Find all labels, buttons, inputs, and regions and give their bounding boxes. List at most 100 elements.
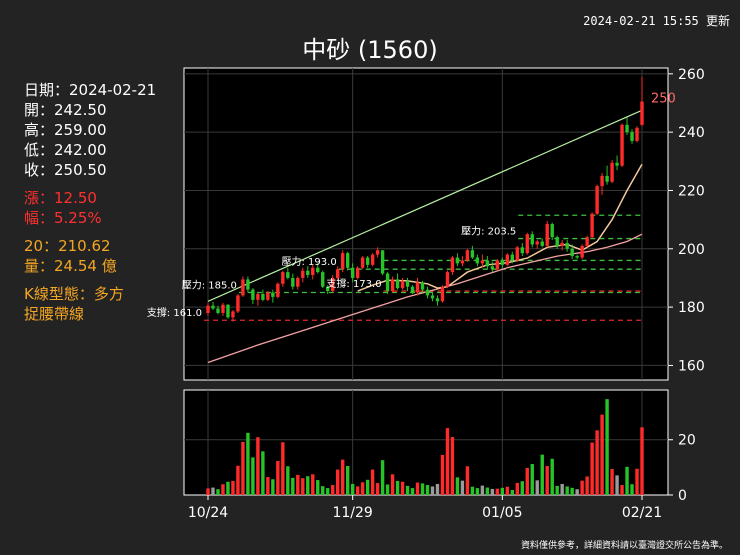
volume-bar: [550, 458, 554, 495]
volume-bar: [495, 488, 500, 495]
volume-bar: [555, 485, 559, 495]
candle-body: [630, 132, 634, 141]
volume-bar: [490, 488, 495, 495]
candle-body: [635, 127, 639, 141]
candle-body: [211, 305, 215, 309]
candle-body: [445, 272, 450, 287]
candle-body: [505, 254, 510, 265]
candle-body: [560, 242, 564, 246]
candle-body: [485, 260, 490, 267]
candle-body: [350, 267, 355, 278]
volume-bar: [475, 488, 480, 495]
candle-body: [595, 186, 599, 214]
candle-body: [465, 250, 470, 261]
info-high: 高：259.00: [24, 121, 107, 139]
volume-bar: [365, 479, 370, 495]
support-label: 支撐: 173.0: [326, 277, 381, 290]
candle-body: [306, 270, 310, 276]
price-tick-label: 160: [678, 358, 705, 374]
candle-body: [370, 254, 375, 265]
candle-body: [580, 245, 584, 258]
candle-body: [430, 295, 435, 299]
date-tick-label: 10/24: [188, 505, 228, 521]
candle-body: [475, 257, 480, 264]
candle-body: [520, 247, 524, 254]
info-ma20: 20：210.62: [24, 237, 111, 255]
volume-bar: [570, 487, 574, 495]
candle-body: [425, 289, 430, 296]
volume-bar: [500, 487, 505, 495]
volume-bar: [485, 487, 490, 495]
candle-body: [535, 241, 539, 245]
info-date: 日期：2024-02-21: [24, 81, 157, 99]
date-tick-label: 01/05: [482, 505, 522, 521]
update-time: 2024-02-21 15:55 更新: [583, 14, 730, 28]
candle-body: [410, 286, 415, 293]
volume-bar: [615, 475, 619, 495]
volume-bar: [246, 432, 250, 495]
volume-bar: [510, 490, 514, 495]
volume-bar: [595, 430, 599, 495]
info-volume: 量：24.54 億: [24, 257, 117, 275]
candle-body: [490, 266, 495, 270]
volume-bar: [610, 469, 614, 495]
volume-bar: [291, 477, 295, 495]
volume-bar: [480, 485, 485, 495]
volume-bar: [216, 489, 220, 495]
volume-bar: [425, 485, 430, 495]
candle-body: [565, 242, 569, 249]
candle-body: [585, 237, 589, 246]
candle-body: [625, 124, 629, 133]
candle-body: [226, 304, 230, 318]
candle-body: [605, 175, 609, 182]
candle-body: [236, 295, 240, 312]
candle-body: [470, 250, 475, 258]
volume-bar: [380, 460, 385, 495]
volume-bar: [525, 467, 529, 495]
volume-bar: [221, 484, 225, 495]
volume-bar: [286, 466, 290, 495]
volume-bar: [575, 489, 579, 495]
volume-bar: [226, 481, 230, 495]
volume-bar: [410, 488, 415, 495]
volume-bar: [311, 474, 315, 495]
candle-body: [261, 293, 265, 300]
volume-bar: [340, 459, 345, 495]
resistance-label: 壓力: 185.0: [182, 279, 237, 292]
volume-bar: [306, 476, 310, 495]
volume-bar: [266, 477, 270, 495]
candle-body: [216, 308, 220, 313]
candle-body: [231, 311, 235, 318]
volume-bar: [455, 477, 460, 495]
volume-bar: [465, 466, 470, 495]
volume-bar: [316, 480, 320, 495]
candle-body: [336, 269, 340, 278]
info-change: 漲：12.50: [24, 189, 97, 207]
candle-body: [271, 292, 275, 297]
chart-title: 中砂 (1560): [302, 36, 438, 64]
volume-bar: [256, 437, 260, 495]
volume-bar: [630, 484, 634, 495]
candle-body: [545, 224, 549, 246]
candle-body: [375, 250, 380, 255]
volume-bar: [445, 428, 450, 495]
volume-bar: [430, 486, 435, 495]
candle-body: [640, 101, 644, 125]
candle-body: [281, 272, 285, 284]
candle-body: [385, 273, 390, 292]
date-tick-label: 02/21: [622, 505, 662, 521]
volume-bar: [231, 480, 235, 495]
info-panel: 日期：2024-02-21 開：242.50 高：259.00 低：242.00…: [24, 80, 156, 324]
volume-bar: [505, 486, 510, 495]
candle-body: [365, 257, 370, 265]
date-tick-label: 11/29: [332, 505, 372, 521]
last-price-label: 250: [651, 92, 676, 107]
ma-long-line: [207, 233, 643, 364]
candle-body: [440, 286, 445, 302]
price-tick-label: 220: [678, 183, 705, 199]
candle-body: [266, 292, 270, 300]
volume-bar: [625, 466, 629, 495]
candle-body: [286, 272, 290, 278]
volume-bar: [450, 436, 455, 495]
volume-bar: [370, 469, 375, 495]
